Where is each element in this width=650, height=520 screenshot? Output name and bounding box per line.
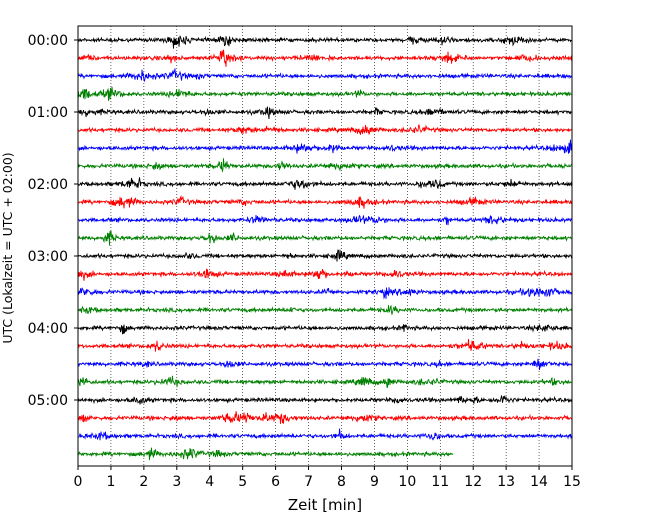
seismic-trace (77, 268, 573, 281)
x-tick-label: 15 (563, 474, 581, 490)
x-tick-label: 5 (238, 474, 247, 490)
seismic-trace (77, 447, 454, 461)
x-tick-label: 9 (370, 474, 379, 490)
x-tick-label: 7 (304, 474, 313, 490)
seismic-trace (77, 394, 573, 405)
seismic-trace (77, 124, 573, 136)
seismic-trace (77, 323, 573, 335)
grid-lines (110, 26, 540, 466)
seismic-trace (77, 86, 573, 101)
x-tick-label: 8 (337, 474, 346, 490)
y-tick-label: 05:00 (28, 393, 68, 409)
y-axis-ticks: 00:00 01:00 02:00 03:00 04:00 05:00 (28, 33, 78, 409)
x-tick-label: 11 (431, 474, 449, 490)
x-tick-label: 3 (172, 474, 181, 490)
seismic-trace (77, 68, 573, 82)
seismic-trace (77, 158, 573, 173)
y-axis-label: UTC (Lokalzeit = UTC + 02:00) (0, 152, 15, 343)
seismic-trace (77, 49, 573, 67)
y-tick-label: 04:00 (28, 321, 68, 337)
y-tick-label: 01:00 (28, 105, 68, 121)
seismic-trace (77, 304, 573, 316)
y-tick-label: 03:00 (28, 249, 68, 265)
seismic-trace (77, 287, 573, 300)
x-tick-label: 1 (106, 474, 115, 490)
seismic-trace (77, 249, 573, 262)
x-tick-label: 13 (497, 474, 515, 490)
seismic-trace (77, 230, 573, 246)
seismic-trace (77, 411, 573, 424)
seismic-traces (77, 35, 573, 461)
seismic-trace (77, 139, 573, 154)
seismic-trace (77, 106, 573, 120)
x-tick-label: 6 (271, 474, 280, 490)
seismic-trace (77, 428, 573, 441)
y-tick-label: 00:00 (28, 33, 68, 49)
x-tick-label: 0 (74, 474, 83, 490)
x-tick-label: 2 (139, 474, 148, 490)
seismic-trace (77, 214, 573, 226)
x-axis-ticks: 0 1 2 3 4 5 6 7 8 9 10 11 12 13 14 15 (74, 466, 581, 490)
seismic-trace (77, 358, 573, 371)
plot-area (78, 26, 572, 466)
x-axis-label: Zeit [min] (288, 496, 362, 514)
x-tick-label: 4 (205, 474, 214, 490)
plot-frame (77, 25, 573, 467)
seismic-trace (77, 375, 573, 389)
seismic-trace (77, 35, 573, 49)
x-tick-label: 10 (398, 474, 416, 490)
seismic-trace (77, 338, 573, 352)
seismic-trace (77, 177, 573, 190)
y-tick-label: 02:00 (28, 177, 68, 193)
x-tick-label: 12 (464, 474, 482, 490)
x-tick-label: 14 (530, 474, 548, 490)
seismic-trace (77, 195, 573, 209)
